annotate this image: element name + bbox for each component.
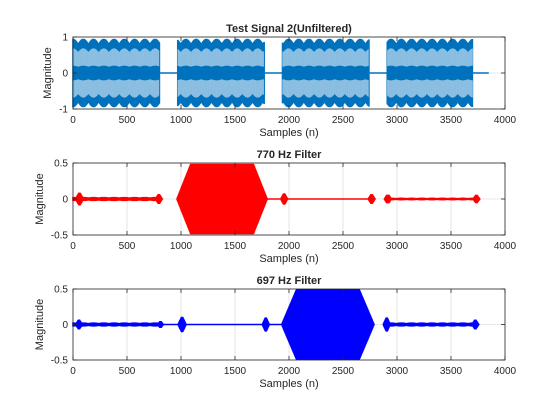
y-tick-label: 0.5 — [54, 159, 68, 170]
y-tick-label: 0 — [62, 69, 68, 80]
subplot-3: 0 500 1000 1500 2000 2500 3000 3500 4000-0.500.5… — [34, 275, 517, 390]
x-tick-label: 500 — [119, 115, 136, 126]
x-tick-label: 0 — [70, 366, 76, 377]
x-tick-label: 4000 — [494, 366, 517, 377]
y-tick-label: 0 — [62, 195, 68, 206]
x-tick-label: 3500 — [440, 115, 463, 126]
x-tick-label: 2000 — [278, 366, 301, 377]
x-tick-label: 1000 — [170, 115, 193, 126]
x-tick-label: 2500 — [332, 366, 355, 377]
x-tick-label: 1500 — [224, 115, 247, 126]
x-tick-label: 4000 — [494, 115, 517, 126]
x-tick-label: 3000 — [386, 241, 409, 252]
x-axis-label: Samples (n) — [259, 127, 318, 139]
chart-title: Test Signal 2(Unfiltered) — [226, 23, 352, 35]
y-axis-label: Magnitude — [42, 47, 54, 98]
x-tick-label: 500 — [119, 366, 136, 377]
y-tick-label: -0.5 — [51, 356, 69, 367]
x-tick-label: 3500 — [440, 366, 463, 377]
x-tick-label: 4000 — [494, 241, 517, 252]
x-tick-label: 0 — [70, 241, 76, 252]
chart-title: 697 Hz Filter — [257, 275, 323, 287]
x-axis-label: Samples (n) — [259, 378, 318, 390]
y-tick-label: 1 — [62, 33, 68, 44]
x-tick-label: 2000 — [278, 115, 301, 126]
x-tick-label: 3000 — [386, 115, 409, 126]
y-tick-label: 0.5 — [54, 285, 68, 296]
x-tick-label: 1000 — [170, 366, 193, 377]
y-axis-label: Magnitude — [34, 299, 46, 350]
subplot-2: 0 500 1000 1500 2000 2500 3000 3500 4000-0.500.5… — [34, 149, 517, 265]
tick-marks — [72, 288, 506, 361]
tick-marks — [72, 162, 506, 236]
y-tick-label: -1 — [59, 105, 68, 116]
y-axis-label: Magnitude — [34, 173, 46, 224]
y-tick-label: 0 — [62, 320, 68, 331]
x-tick-label: 2500 — [332, 241, 355, 252]
x-tick-label: 1000 — [170, 241, 193, 252]
tick-marks — [72, 36, 506, 110]
chart-title: 770 Hz Filter — [257, 149, 323, 161]
y-tick-label: -0.5 — [51, 231, 69, 242]
x-tick-label: 3500 — [440, 241, 463, 252]
x-tick-label: 1500 — [224, 366, 247, 377]
x-tick-label: 500 — [119, 241, 136, 252]
x-tick-label: 2000 — [278, 241, 301, 252]
x-tick-label: 1500 — [224, 241, 247, 252]
x-axis-label: Samples (n) — [259, 253, 318, 265]
x-tick-label: 3000 — [386, 366, 409, 377]
x-tick-label: 0 — [70, 115, 76, 126]
x-tick-label: 2500 — [332, 115, 355, 126]
subplot-1: 0 500 1000 1500 2000 2500 3000 3500 4000-101Test… — [42, 23, 517, 139]
